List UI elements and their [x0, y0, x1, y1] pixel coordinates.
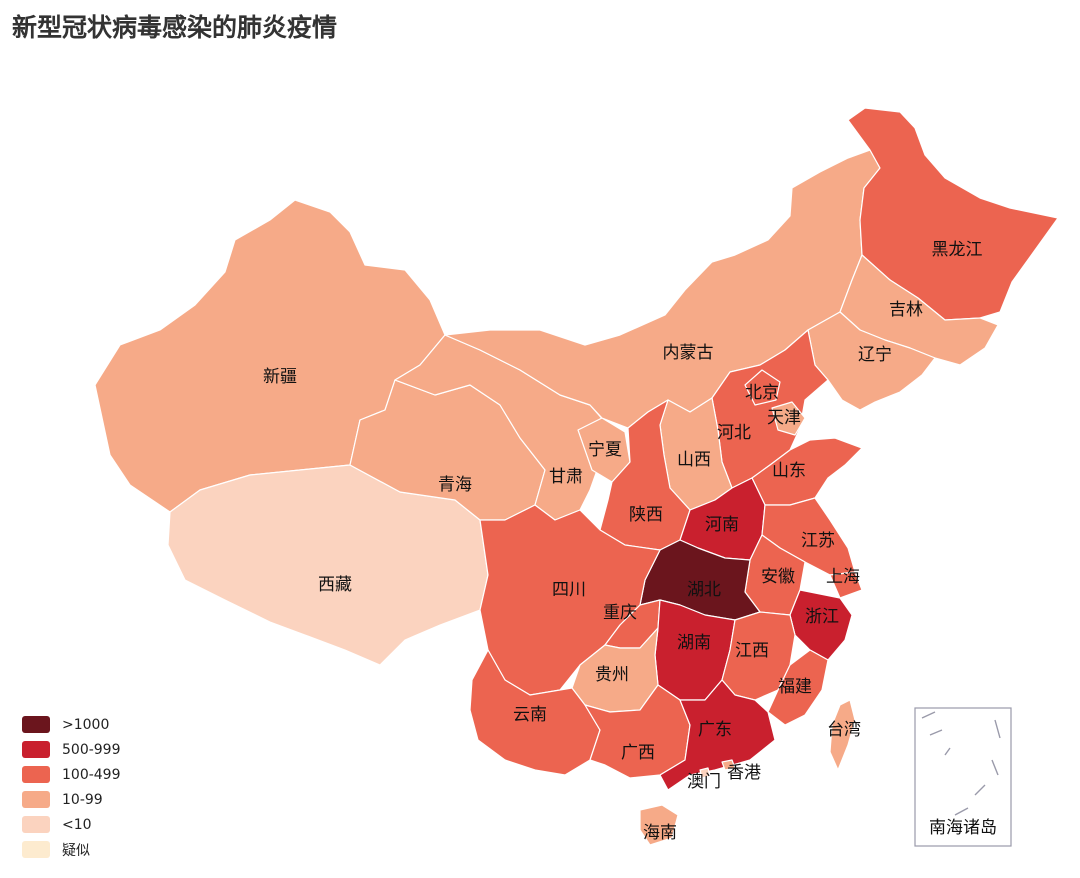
region-zhejiang	[789, 589, 853, 661]
label-jiangxi: 江西	[735, 641, 769, 661]
legend-label: <10	[62, 816, 92, 833]
label-liaoning: 辽宁	[858, 345, 892, 365]
label-henan: 河南	[705, 515, 739, 535]
label-taiwan: 台湾	[827, 720, 861, 740]
legend-item-gt1000[interactable]: >1000	[22, 712, 121, 737]
label-neimenggu: 内蒙古	[663, 343, 714, 363]
legend-item-suspected[interactable]: 疑似	[22, 837, 121, 862]
label-xinjiang: 新疆	[263, 367, 297, 387]
legend-label: 10-99	[62, 791, 103, 808]
legend-swatch	[22, 791, 50, 808]
legend-label: >1000	[62, 716, 110, 733]
label-guangxi: 广西	[621, 743, 655, 763]
legend-label: 疑似	[62, 842, 90, 859]
label-heilongjiang: 黑龙江	[932, 240, 983, 260]
label-ningxia: 宁夏	[588, 440, 622, 460]
region-beijing	[744, 369, 781, 406]
legend-swatch	[22, 741, 50, 758]
label-shandong: 山东	[772, 461, 806, 481]
legend-item-500-999[interactable]: 500-999	[22, 737, 121, 762]
label-shanghai: 上海	[826, 567, 860, 587]
legend-label: 500-999	[62, 741, 121, 758]
label-hubei: 湖北	[687, 580, 721, 600]
label-jilin: 吉林	[889, 300, 923, 320]
legend-item-100-499[interactable]: 100-499	[22, 762, 121, 787]
legend-swatch	[22, 766, 50, 783]
label-guangdong: 广东	[698, 720, 732, 740]
legend-item-lt10[interactable]: <10	[22, 812, 121, 837]
label-sichuan: 四川	[552, 580, 586, 600]
label-hongkong: 香港	[727, 763, 761, 783]
legend-item-10-99[interactable]: 10-99	[22, 787, 121, 812]
region-tianjin	[771, 401, 806, 436]
label-gansu: 甘肃	[549, 467, 583, 487]
label-hunan: 湖南	[677, 633, 711, 653]
region-heilongjiang	[847, 107, 1059, 321]
region-xizang	[167, 464, 489, 666]
inset-label: 南海诸岛	[929, 818, 997, 838]
label-tianjin: 天津	[767, 408, 801, 428]
region-taiwan	[829, 699, 856, 771]
label-yunnan: 云南	[513, 705, 547, 725]
label-xizang: 西藏	[318, 575, 352, 595]
map-title: 新型冠状病毒感染的肺炎疫情	[12, 13, 338, 42]
region-liaoning	[807, 311, 936, 411]
label-hebei: 河北	[717, 423, 751, 443]
label-jiangsu: 江苏	[801, 531, 835, 551]
province-shapes	[94, 107, 1059, 846]
label-beijing: 北京	[745, 383, 779, 403]
region-shanghai	[829, 571, 863, 599]
label-qinghai: 青海	[438, 475, 472, 495]
label-shanxi: 山西	[677, 450, 711, 470]
label-guizhou: 贵州	[595, 665, 629, 685]
region-guangdong	[659, 679, 776, 791]
inset-frame	[914, 707, 1012, 847]
region-macau	[699, 767, 711, 779]
region-hongkong	[721, 759, 736, 771]
legend: >1000 500-999 100-499 10-99 <10 疑似	[22, 712, 121, 862]
south-china-sea-inset: 南海诸岛	[914, 707, 1012, 847]
label-zhejiang: 浙江	[805, 607, 839, 627]
label-anhui: 安徽	[761, 567, 795, 587]
region-hainan	[639, 804, 679, 846]
legend-swatch	[22, 816, 50, 833]
label-shaanxi: 陕西	[629, 505, 663, 525]
legend-swatch	[22, 716, 50, 733]
legend-label: 100-499	[62, 766, 121, 783]
label-hainan: 海南	[643, 823, 677, 843]
label-fujian: 福建	[778, 677, 812, 697]
province-labels: 新疆 西藏 青海 甘肃 宁夏 内蒙古 黑龙江 吉林 辽宁 北京 天津 河北 山西…	[263, 240, 983, 843]
region-fujian	[767, 649, 829, 726]
label-chongqing: 重庆	[603, 603, 637, 623]
legend-swatch	[22, 841, 50, 858]
inset-island-marks	[921, 711, 1001, 816]
label-macau: 澳门	[687, 772, 721, 792]
